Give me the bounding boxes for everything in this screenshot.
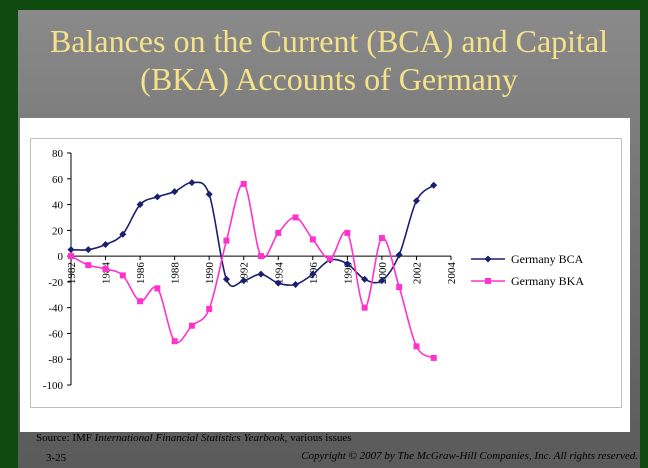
data-point-bka	[361, 304, 368, 311]
data-point-bka	[378, 235, 385, 242]
data-point-bca	[205, 190, 213, 198]
data-point-bka	[223, 237, 230, 244]
x-tick-label: 1986	[135, 262, 147, 285]
data-point-bka	[102, 266, 109, 272]
y-tick-label: 40	[52, 200, 64, 212]
data-point-bca	[67, 246, 75, 254]
legend-marker-bka	[485, 278, 491, 284]
chart-area: 80 60 40 20 0 -20 -40 -60 -80 -100 1982 1984 1986 198…	[30, 138, 622, 408]
data-point-bca	[136, 201, 144, 209]
data-point-bca	[292, 280, 300, 288]
data-point-bca	[343, 260, 351, 268]
data-point-bca	[188, 179, 196, 187]
data-point-bca	[378, 277, 386, 285]
x-tick-label: 1990	[204, 262, 216, 285]
data-point-bka	[344, 229, 351, 236]
data-point-bka	[258, 253, 264, 260]
data-point-bca	[430, 181, 438, 189]
data-point-bka	[206, 305, 213, 312]
x-tick-label: 1984	[101, 262, 113, 285]
x-tick-label: 2000	[377, 262, 389, 285]
y-tick-label: -80	[48, 354, 63, 366]
data-point-bca	[274, 279, 282, 287]
slide-number: 3-25	[46, 452, 67, 464]
copyright-notice: Copyright © 2007 by The McGraw-Hill Comp…	[301, 450, 638, 462]
y-tick-label: -20	[48, 277, 63, 289]
data-point-bka	[240, 180, 247, 187]
data-point-bca	[102, 241, 110, 249]
legend-label-bca: Germany BCA	[511, 252, 584, 266]
data-point-bca	[153, 193, 161, 201]
x-tick-label: 2004	[446, 262, 458, 285]
data-point-bca	[119, 230, 127, 238]
data-point-bka	[292, 214, 299, 221]
data-point-bca	[309, 270, 317, 278]
slide-title: Balances on the Current (BCA) and Capita…	[18, 22, 640, 98]
slide-title-line-1: Balances on the Current (BCA) and Capita…	[49, 23, 609, 59]
y-tick-label: 60	[52, 174, 64, 186]
x-tick-label: 2002	[411, 262, 423, 284]
data-point-bca	[412, 197, 420, 205]
y-tick-label: -40	[48, 303, 63, 315]
data-point-bca	[257, 270, 265, 278]
chart-panel: 80 60 40 20 0 -20 -40 -60 -80 -100 1982 1984 1986 198…	[20, 118, 630, 432]
data-point-bka	[171, 338, 178, 345]
y-tick-label: -100	[43, 380, 64, 392]
legend-label-bka: Germany BKA	[511, 274, 584, 288]
data-point-bca	[222, 275, 230, 283]
data-point-bka	[119, 272, 126, 279]
x-tick-label: 1988	[170, 262, 182, 285]
source-prefix: Source: IMF	[36, 432, 95, 444]
source-publication: International Financial Statistics Yearb…	[94, 432, 288, 444]
line-chart: 80 60 40 20 0 -20 -40 -60 -80 -100 1982 1984 1986 198…	[43, 148, 584, 392]
data-point-bca	[84, 246, 92, 254]
data-point-bka	[396, 284, 403, 291]
data-point-bka	[154, 285, 161, 292]
data-point-bka	[430, 354, 437, 361]
y-tick-label: 80	[52, 148, 64, 160]
data-point-bca	[171, 188, 179, 196]
corner-decoration	[630, 0, 648, 18]
data-point-bka	[68, 253, 74, 260]
x-tick-label: 1982	[66, 262, 78, 284]
x-tick-label: 1994	[273, 262, 285, 285]
data-point-bca	[240, 277, 248, 285]
data-point-bka	[85, 262, 92, 269]
data-point-bka	[137, 298, 144, 305]
data-point-bka	[188, 322, 195, 329]
data-point-bca	[395, 251, 403, 259]
legend-marker-bca	[484, 255, 492, 263]
data-point-bka	[413, 343, 420, 350]
data-point-bka	[309, 236, 316, 243]
source-suffix: various issues	[287, 432, 352, 444]
y-tick-label: 0	[58, 251, 64, 263]
source-note: Source: IMF International Financial Stat…	[36, 432, 352, 444]
y-tick-label: 20	[52, 225, 64, 237]
y-tick-label: -60	[48, 328, 63, 340]
data-point-bka	[275, 229, 282, 236]
slide-title-line-2: (BKA) Accounts of Germany	[140, 61, 518, 97]
series-line-bka	[70, 183, 435, 359]
data-point-bca	[361, 275, 369, 283]
data-point-bka	[327, 255, 334, 262]
